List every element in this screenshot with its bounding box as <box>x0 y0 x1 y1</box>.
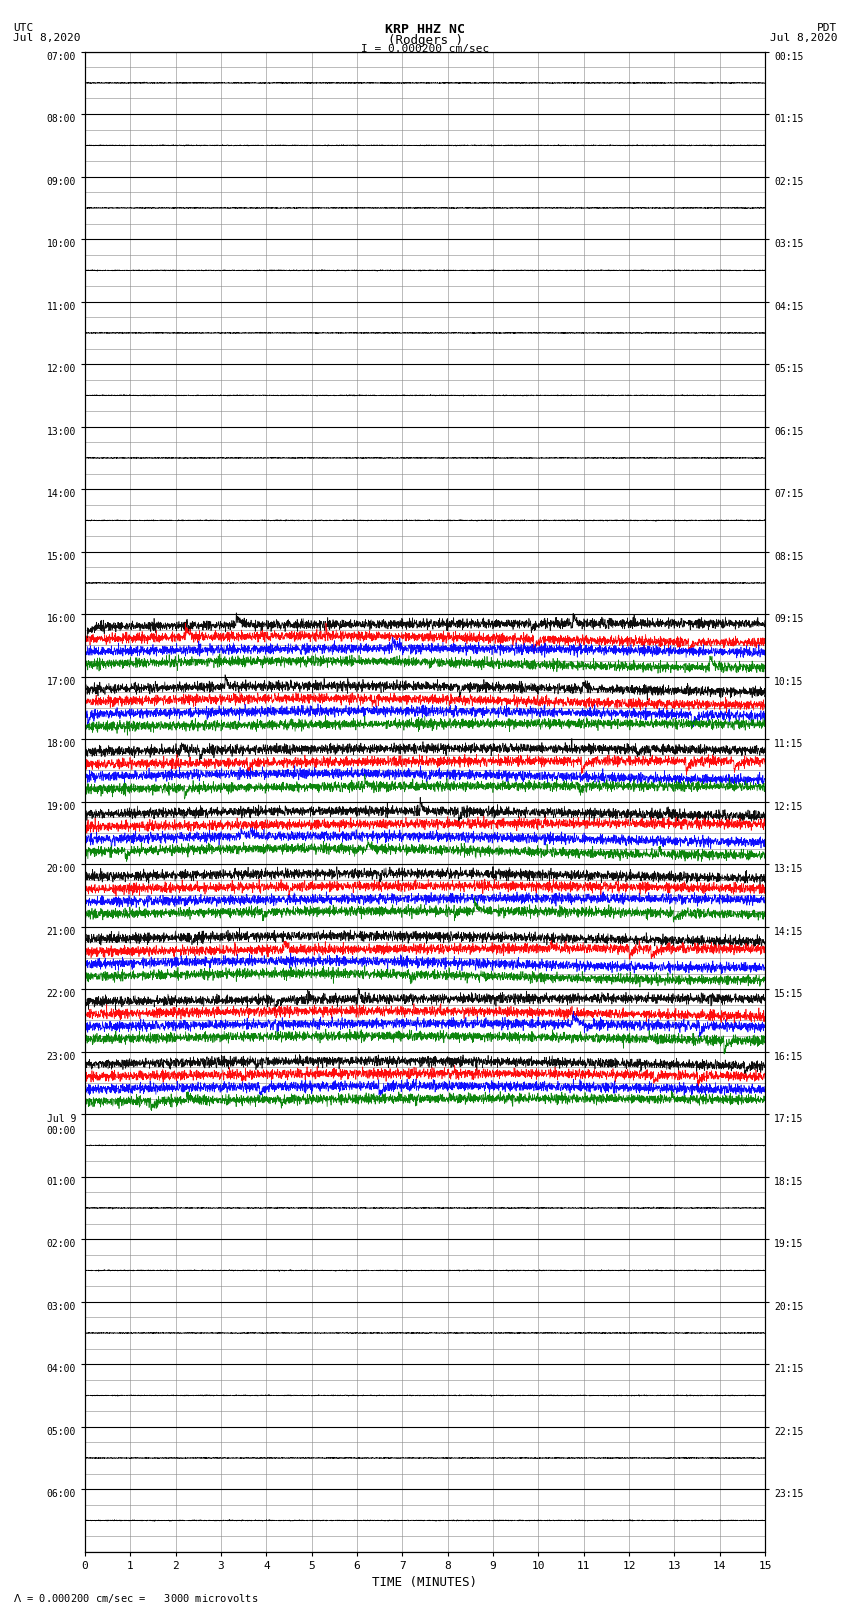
Text: KRP HHZ NC: KRP HHZ NC <box>385 24 465 37</box>
Text: PDT: PDT <box>817 24 837 34</box>
Text: I = 0.000200 cm/sec: I = 0.000200 cm/sec <box>361 44 489 55</box>
Text: UTC: UTC <box>13 24 33 34</box>
Text: (Rodgers ): (Rodgers ) <box>388 34 462 47</box>
Text: $\Lambda$ = 0.000200 cm/sec =   3000 microvolts: $\Lambda$ = 0.000200 cm/sec = 3000 micro… <box>13 1592 258 1605</box>
Text: Jul 8,2020: Jul 8,2020 <box>770 32 837 44</box>
X-axis label: TIME (MINUTES): TIME (MINUTES) <box>372 1576 478 1589</box>
Text: Jul 8,2020: Jul 8,2020 <box>13 32 80 44</box>
